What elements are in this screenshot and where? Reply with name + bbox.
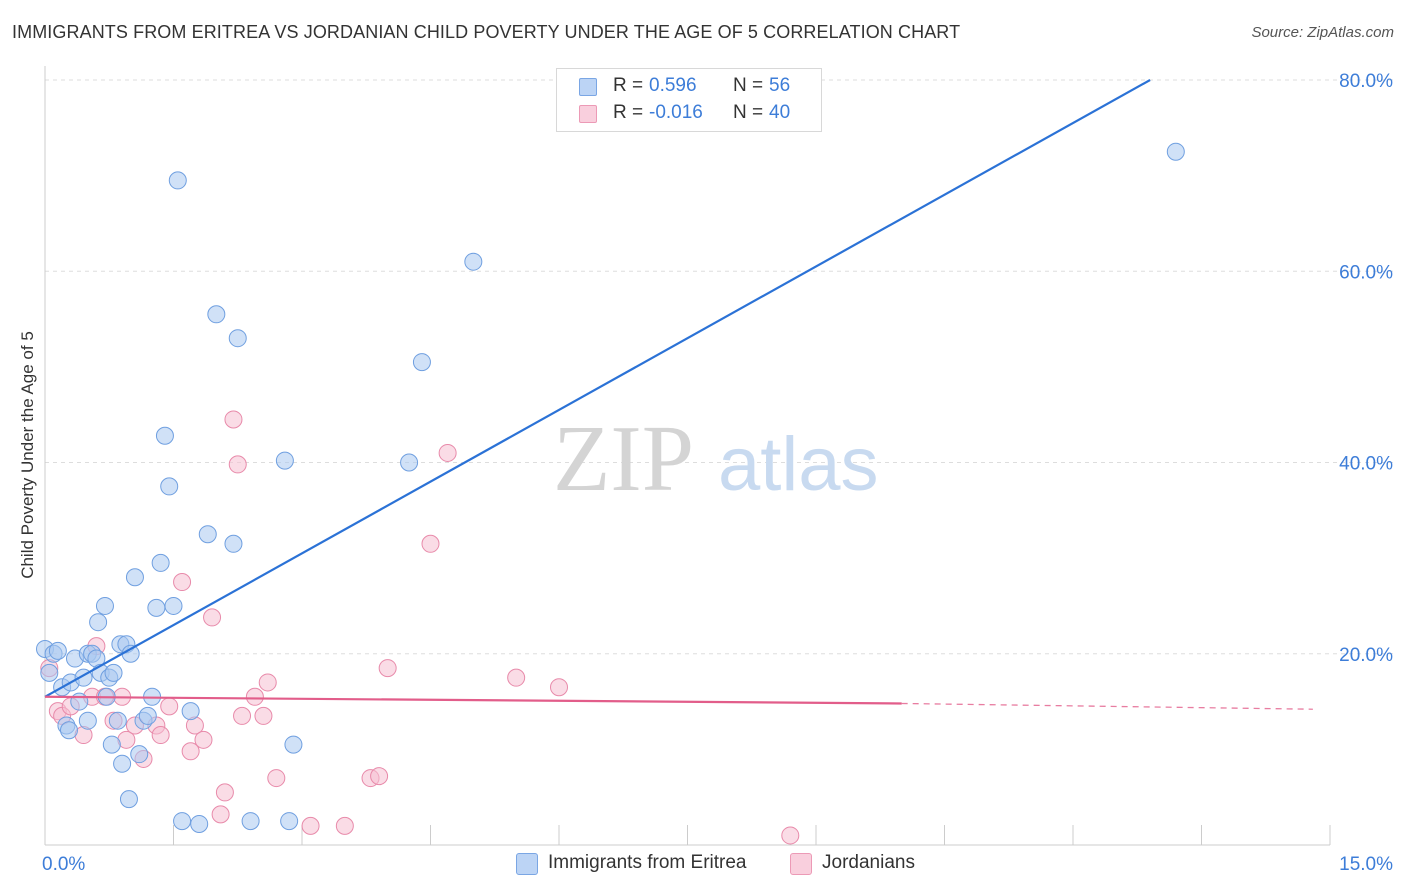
point-jordanians [224,410,243,429]
legend-n-value: 40 [769,102,791,123]
point-eritrea [155,426,174,445]
point-eritrea [104,663,123,682]
legend-r-value: 0.596 [649,75,697,96]
legend-n-label: N = [733,102,764,123]
point-eritrea [160,477,179,496]
point-jordanians [301,816,320,835]
point-jordanians [194,730,213,749]
trendline-jordanians [44,695,902,705]
bottom-legend-swatch-eritrea [516,853,538,875]
legend-swatch-eritrea [579,78,597,96]
point-eritrea [151,553,170,572]
point-eritrea [275,451,294,470]
point-eritrea [207,305,226,324]
correlation-legend: R = 0.596 N = 56 R = -0.016 N = 40 [556,68,822,132]
point-eritrea [102,735,121,754]
watermark: ZIP atlas [553,407,879,511]
x-tick-label: 15.0% [1339,854,1393,875]
point-eritrea [78,711,97,730]
point-eritrea [40,663,59,682]
point-eritrea [89,613,108,632]
point-eritrea [198,525,217,544]
point-eritrea [228,329,247,348]
point-jordanians [173,573,192,592]
point-eritrea [130,745,149,764]
point-jordanians [245,687,264,706]
point-eritrea [59,721,78,740]
watermark-zip: ZIP [553,407,694,511]
point-jordanians [181,742,200,761]
point-jordanians [233,706,252,725]
point-eritrea [284,735,303,754]
x-tick-label: 0.0% [42,854,85,875]
point-jordanians [507,668,526,687]
point-eritrea [181,702,200,721]
point-eritrea [108,711,127,730]
point-eritrea [1166,142,1185,161]
point-jordanians [378,659,397,678]
point-eritrea [147,598,166,617]
axis-layer [44,66,1331,846]
y-tick-label: 40.0% [1339,454,1393,475]
trendline-eritrea [44,79,1151,698]
point-eritrea [164,596,183,615]
point-eritrea [113,754,132,773]
points-jordanians [40,410,800,845]
legend-r-label: R = [613,75,644,96]
tick-labels: 20.0% 40.0% 60.0% 80.0% 0.0% 15.0% [42,71,1393,875]
point-eritrea [70,692,89,711]
point-jordanians [267,769,286,788]
point-jordanians [550,678,568,697]
y-tick-label: 60.0% [1339,262,1393,283]
point-eritrea [173,812,192,831]
legend-n-value: 56 [769,75,791,96]
point-eritrea [48,641,67,660]
point-eritrea [119,790,138,809]
points-eritrea [36,142,1185,833]
bottom-legend-swatch-jordanians [790,853,812,875]
point-eritrea [95,596,114,615]
point-eritrea [190,814,209,833]
point-jordanians [151,726,170,745]
source-label: Source: ZipAtlas.com [1251,24,1394,41]
trendline-jordanians-extension [901,702,1313,710]
point-eritrea [224,534,243,553]
legend-swatch-jordanians [579,105,597,123]
point-eritrea [138,706,157,725]
grid-layer [45,79,1395,655]
watermark-atlas: atlas [718,422,879,507]
point-jordanians [211,805,230,824]
point-jordanians [228,455,247,474]
point-jordanians [258,673,277,692]
point-jordanians [781,826,800,845]
y-tick-label: 80.0% [1339,71,1393,92]
point-jordanians [254,706,273,725]
legend-r-value: -0.016 [649,102,703,123]
point-eritrea [168,171,187,190]
point-eritrea [412,353,431,372]
point-eritrea [464,252,483,271]
y-tick-label: 20.0% [1339,645,1393,666]
point-eritrea [125,568,144,587]
legend-n-label: N = [733,75,764,96]
point-jordanians [203,608,222,627]
point-jordanians [421,534,440,553]
bottom-legend-label-jordanians: Jordanians [822,852,915,873]
bottom-legend-label-eritrea: Immigrants from Eritrea [548,852,747,873]
point-jordanians [370,767,389,786]
point-jordanians [160,697,179,716]
point-jordanians [438,443,457,462]
trend-lines [44,79,1313,710]
point-eritrea [280,812,299,831]
point-jordanians [215,783,234,802]
point-jordanians [335,816,354,835]
chart-title: IMMIGRANTS FROM ERITREA VS JORDANIAN CHI… [12,22,961,42]
point-eritrea [400,453,419,472]
legend-r-label: R = [613,102,644,123]
point-eritrea [241,812,260,831]
